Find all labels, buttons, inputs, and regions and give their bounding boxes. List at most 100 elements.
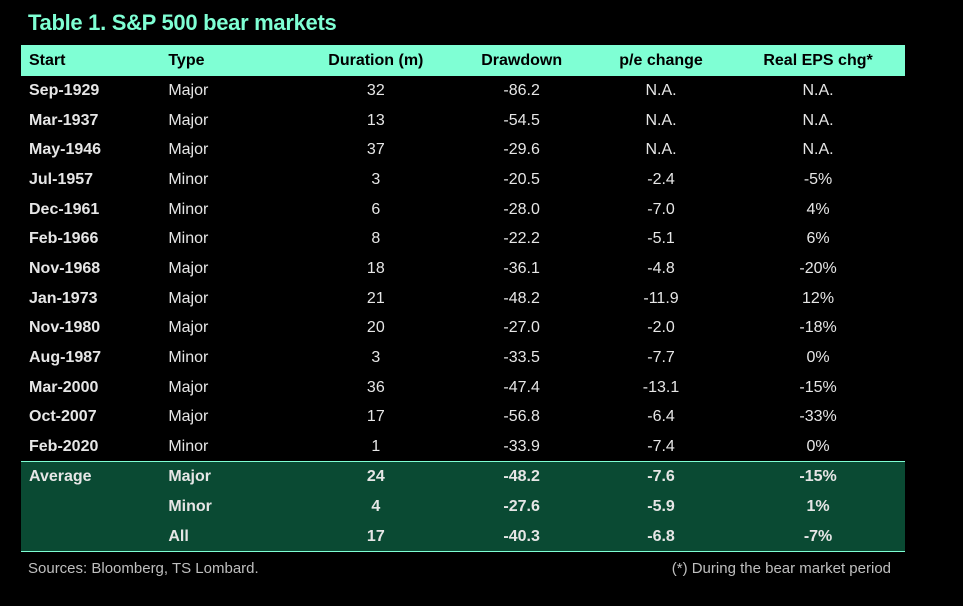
cell-real-eps-change: N.A. <box>802 81 834 99</box>
cell-duration: 13 <box>366 111 385 129</box>
cell-pe-change: -5.9 <box>647 497 675 515</box>
cell-type: All <box>164 521 300 553</box>
header-duration: Duration (m) <box>328 51 424 69</box>
table-row: Nov-1980 Major 20 -27.0 -2.0 -18% <box>21 314 905 344</box>
cell-duration: 6 <box>371 200 381 218</box>
cell-pe-change: -13.1 <box>642 378 680 396</box>
cell-duration: 1 <box>371 437 381 455</box>
cell-pe-change: -11.9 <box>643 289 679 307</box>
cell-duration: 3 <box>371 349 381 367</box>
cell-pe-change: -2.0 <box>647 319 675 337</box>
cell-real-eps-change: N.A. <box>802 141 834 159</box>
cell-type: Major <box>168 111 209 129</box>
cell-start: May-1946 <box>29 141 102 159</box>
cell-duration: 8 <box>371 230 381 248</box>
cell-type: Minor <box>168 437 209 455</box>
cell-type: Minor <box>168 230 209 248</box>
cell-start: Oct-2007 <box>29 408 97 426</box>
cell-real-eps-change: -33% <box>799 408 837 426</box>
cell-duration: 20 <box>366 319 385 337</box>
cell-duration: 17 <box>366 408 385 426</box>
table-row: Jul-1957 Minor 3 -20.5 -2.4 -5% <box>21 165 905 195</box>
cell-drawdown: -86.2 <box>503 81 540 99</box>
cell-real-eps-change: -15% <box>731 461 905 492</box>
cell-pe-change: -7.0 <box>647 200 675 218</box>
cell-start: Aug-1987 <box>29 349 102 367</box>
cell-pe-change: N.A. <box>645 81 677 99</box>
cell-pe-change: -5.1 <box>647 230 675 248</box>
cell-duration: 37 <box>366 141 385 159</box>
cell-type: Major <box>168 408 209 426</box>
cell-start <box>21 492 164 522</box>
cell-drawdown: -33.9 <box>503 437 540 455</box>
cell-pe-change: -6.4 <box>647 408 675 426</box>
cell-start: Jul-1957 <box>29 170 94 188</box>
average-section: Average Major 24 -48.2 -7.6 -15% Minor 4 -27.6 -5… <box>21 461 905 553</box>
cell-type: Major <box>168 141 209 159</box>
cell-start <box>21 521 165 553</box>
header-type: Type <box>168 51 205 69</box>
table-row: Jan-1973 Major 21 -48.2 -11.9 12% <box>21 284 905 314</box>
table-row: Nov-1968 Major 18 -36.1 -4.8 -20% <box>21 254 905 284</box>
cell-pe-change: -2.4 <box>647 170 675 188</box>
header-drawdown: Drawdown <box>481 51 563 69</box>
cell-type: Major <box>168 319 209 337</box>
cell-pe-change: -6.8 <box>591 521 732 553</box>
footnote: (*) During the bear market period <box>671 560 891 577</box>
cell-real-eps-change: -5% <box>803 170 833 188</box>
table-row: Feb-2020 Minor 1 -33.9 -7.4 0% <box>21 432 905 462</box>
header-start: Start <box>29 51 66 69</box>
cell-start: Nov-1980 <box>29 319 101 337</box>
cell-type: Minor <box>168 200 209 218</box>
table-row: May-1946 Major 37 -29.6 N.A. N.A. <box>21 135 905 165</box>
cell-start: Nov-1968 <box>29 259 101 277</box>
table-body: Sep-1929 Major 32 -86.2 N.A. N.A. Mar-1937 Majo… <box>21 76 905 462</box>
table-row: Oct-2007 Major 17 -56.8 -6.4 -33% <box>21 403 905 433</box>
cell-type: Minor <box>168 170 209 188</box>
sources-note: Sources: Bloomberg, TS Lombard. <box>28 560 259 577</box>
cell-duration: 36 <box>366 378 385 396</box>
cell-real-eps-change: -15% <box>799 378 837 396</box>
cell-real-eps-change: 12% <box>802 289 835 307</box>
cell-real-eps-change: 1% <box>806 497 830 515</box>
cell-type: Minor <box>168 349 209 367</box>
cell-drawdown: -27.6 <box>503 497 540 515</box>
cell-duration: 3 <box>371 170 381 188</box>
cell-type: Major <box>168 289 209 307</box>
cell-pe-change: N.A. <box>645 141 677 159</box>
cell-drawdown: -48.2 <box>503 289 540 307</box>
cell-pe-change: -4.8 <box>647 259 675 277</box>
cell-type: Major <box>168 259 209 277</box>
average-row: Minor 4 -27.6 -5.9 1% <box>21 491 905 522</box>
cell-drawdown: -48.2 <box>452 461 591 492</box>
cell-real-eps-change: 4% <box>806 200 830 218</box>
table-row: Mar-1937 Major 13 -54.5 N.A. N.A. <box>21 106 905 136</box>
table-row: Sep-1929 Major 32 -86.2 N.A. N.A. <box>21 76 905 106</box>
average-row: All 17 -40.3 -6.8 -7% <box>21 521 905 553</box>
cell-drawdown: -33.5 <box>503 349 540 367</box>
cell-drawdown: -28.0 <box>503 200 540 218</box>
table-header-row: Start Type Duration (m) Drawdown p/e cha… <box>21 45 905 76</box>
table-row: Feb-1966 Minor 8 -22.2 -5.1 6% <box>21 224 905 254</box>
cell-real-eps-change: -18% <box>799 319 837 337</box>
cell-pe-change: -7.7 <box>647 349 675 367</box>
cell-drawdown: -54.5 <box>503 111 540 129</box>
cell-type: Major <box>168 378 209 396</box>
cell-duration: 32 <box>366 81 385 99</box>
cell-start: Dec-1961 <box>29 200 100 218</box>
cell-duration: 21 <box>366 289 385 307</box>
cell-duration: 24 <box>299 461 453 492</box>
cell-start: Average <box>21 461 165 492</box>
cell-real-eps-change: -7% <box>731 521 905 553</box>
cell-drawdown: -29.6 <box>503 141 540 159</box>
cell-start: Feb-1966 <box>29 230 99 248</box>
header-real-eps-change: Real EPS chg* <box>763 51 873 69</box>
cell-pe-change: -7.6 <box>591 461 732 492</box>
cell-drawdown: -20.5 <box>503 170 540 188</box>
bear-markets-table: Start Type Duration (m) Drawdown p/e cha… <box>21 45 905 553</box>
table-row: Aug-1987 Minor 3 -33.5 -7.7 0% <box>21 343 905 373</box>
cell-drawdown: -27.0 <box>503 319 540 337</box>
cell-duration: 17 <box>299 521 453 553</box>
cell-start: Sep-1929 <box>29 81 100 99</box>
cell-duration: 18 <box>366 259 385 277</box>
